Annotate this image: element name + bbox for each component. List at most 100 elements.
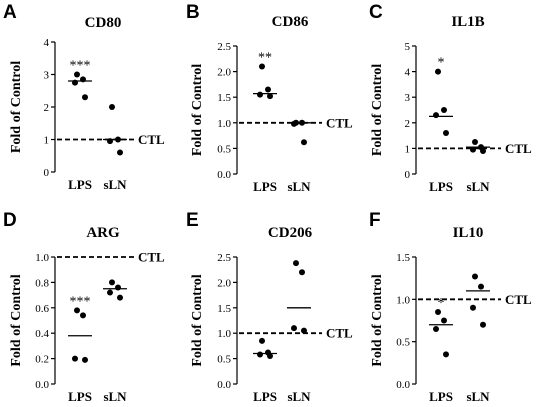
panel-e: E CD206 Fold of Control 0.0 0.5 1.0 1.5 2.0 2.5 C… — [186, 210, 353, 404]
x-category-label: LPS — [68, 177, 92, 192]
data-point — [443, 130, 449, 137]
y-tick-label: 2.5 — [217, 41, 231, 53]
data-point — [267, 93, 273, 100]
y-tick-label: 4 — [405, 67, 411, 79]
y-axis-label: Fold of Control — [190, 274, 205, 366]
control-label: CTL — [326, 326, 353, 341]
panel-f: F IL10 Fold of Control 0.0 0.5 1.0 1.5 CTL LPS * s… — [369, 210, 532, 404]
x-category-label: LPS — [68, 389, 92, 404]
data-point — [74, 71, 80, 78]
y-tick-label: 0.5 — [396, 337, 410, 349]
x-category-label: sLN — [466, 179, 490, 194]
y-tick-label: 1.5 — [217, 92, 231, 104]
significance-marker: ** — [258, 50, 272, 65]
significance-marker: * — [438, 296, 445, 311]
chart-title: CD206 — [268, 225, 313, 241]
control-label: CTL — [326, 115, 353, 130]
panel-letter: D — [3, 210, 17, 231]
control-label: CTL — [138, 132, 165, 147]
data-point — [291, 325, 297, 332]
y-tick-label: 0.0 — [217, 169, 231, 181]
y-tick-label: 0.0 — [217, 379, 231, 391]
y-tick-label: 0.8 — [35, 277, 49, 289]
y-axis-label: Fold of Control — [190, 64, 205, 156]
y-tick-label: 1.0 — [35, 252, 49, 264]
data-point — [109, 279, 115, 286]
data-point — [470, 146, 476, 153]
data-point — [301, 139, 307, 146]
panel-letter: F — [369, 210, 381, 231]
data-point — [478, 283, 484, 290]
data-point — [435, 68, 441, 75]
data-point — [441, 107, 447, 113]
y-tick-label: 2.5 — [217, 252, 231, 264]
y-tick-label: 0.5 — [217, 354, 231, 366]
panel-letter: B — [186, 2, 200, 23]
x-category-label: sLN — [466, 389, 490, 404]
y-tick-label: 1 — [405, 143, 411, 155]
data-point — [267, 353, 273, 360]
y-tick-label: 0 — [405, 169, 411, 181]
data-point — [301, 327, 307, 334]
y-tick-label: 0.6 — [35, 303, 49, 315]
data-point — [80, 312, 86, 319]
data-point — [433, 112, 439, 119]
data-point — [441, 317, 447, 324]
y-tick-label: 5 — [405, 41, 411, 53]
data-point — [117, 149, 123, 156]
panel-d: D ARG Fold of Control 0.0 0.2 0.4 0.6 0.8 1.0 CTL… — [3, 210, 165, 404]
control-label: CTL — [505, 141, 532, 156]
data-point — [109, 104, 115, 110]
x-category-label: sLN — [103, 177, 127, 192]
data-point — [74, 307, 80, 314]
y-tick-label: 0.5 — [217, 143, 231, 155]
x-category-label: LPS — [253, 179, 277, 194]
y-tick-label: 1.0 — [217, 328, 231, 340]
data-point — [259, 63, 265, 70]
y-tick-label: 0 — [44, 167, 50, 179]
panel-c: C IL1B Fold of Control 0 1 2 3 4 5 CTL LPS * sLN — [369, 2, 532, 194]
data-point — [107, 289, 113, 296]
data-point — [259, 337, 265, 344]
data-point — [472, 273, 478, 280]
data-point — [82, 94, 88, 101]
y-tick-label: 1.0 — [217, 118, 231, 130]
y-axis-label: Fold of Control — [9, 61, 24, 153]
y-axis-label: Fold of Control — [9, 274, 24, 366]
significance-marker: *** — [70, 59, 91, 74]
data-point — [433, 325, 439, 332]
y-tick-label: 2 — [44, 102, 50, 114]
data-point — [82, 356, 88, 363]
y-tick-label: 0.0 — [35, 379, 49, 391]
y-tick-label: 0.4 — [35, 328, 49, 340]
panel-a: A CD80 Fold of Control 0 1 2 3 4 CTL LPS *** sLN — [3, 2, 165, 192]
y-tick-label: 3 — [44, 70, 50, 82]
data-point — [72, 355, 78, 362]
data-point — [299, 269, 305, 276]
x-category-label: LPS — [253, 389, 277, 404]
y-tick-label: 2.0 — [217, 277, 231, 289]
chart-title: IL10 — [453, 225, 484, 241]
y-tick-label: 4 — [44, 37, 50, 49]
data-point — [443, 351, 449, 358]
data-point — [265, 86, 271, 93]
y-tick-label: 3 — [405, 92, 411, 104]
y-axis-label: Fold of Control — [370, 64, 385, 156]
data-point — [115, 284, 121, 291]
data-point — [480, 147, 486, 154]
y-tick-label: 1.0 — [396, 294, 410, 306]
x-category-label: sLN — [103, 389, 127, 404]
y-axis-label: Fold of Control — [370, 274, 385, 366]
data-point — [257, 351, 263, 358]
y-tick-label: 2 — [405, 118, 411, 130]
panel-b: B CD86 Fold of Control 0.0 0.5 1.0 1.5 2.0 2.5 CT… — [186, 2, 353, 194]
y-tick-label: 0.2 — [35, 354, 49, 366]
data-point — [257, 91, 263, 98]
x-category-label: sLN — [287, 179, 311, 194]
control-label: CTL — [138, 250, 165, 265]
y-tick-label: 2.0 — [217, 67, 231, 79]
panel-letter: A — [3, 2, 17, 23]
x-category-label: LPS — [429, 389, 453, 404]
significance-marker: * — [438, 56, 445, 71]
chart-title: IL1B — [451, 14, 484, 30]
